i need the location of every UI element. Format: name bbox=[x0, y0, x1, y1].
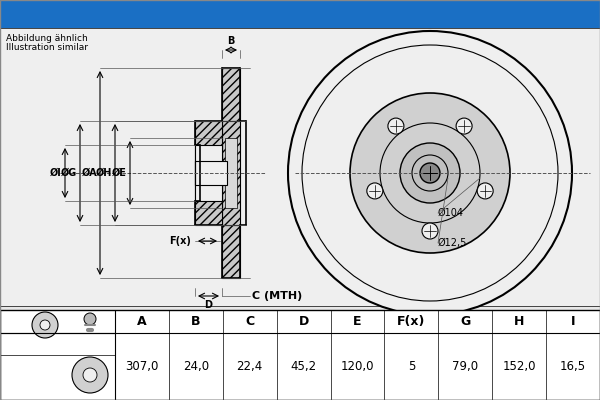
Text: C: C bbox=[245, 315, 254, 328]
Circle shape bbox=[388, 118, 404, 134]
Text: 24,0: 24,0 bbox=[183, 360, 209, 373]
Circle shape bbox=[350, 93, 510, 253]
Text: ØA: ØA bbox=[82, 168, 97, 178]
Text: 22,4: 22,4 bbox=[236, 360, 263, 373]
Circle shape bbox=[32, 312, 58, 338]
Text: A: A bbox=[137, 315, 147, 328]
Bar bbox=[195, 121, 222, 225]
Text: B: B bbox=[191, 315, 200, 328]
Circle shape bbox=[420, 163, 440, 183]
Bar bbox=[195, 161, 227, 185]
Circle shape bbox=[477, 183, 493, 199]
Bar bbox=[222, 225, 240, 278]
Text: I: I bbox=[571, 315, 575, 328]
Circle shape bbox=[422, 223, 438, 239]
Bar bbox=[0, 0, 600, 28]
Text: 424240: 424240 bbox=[354, 5, 426, 23]
Text: 5: 5 bbox=[408, 360, 415, 373]
Text: D: D bbox=[298, 315, 309, 328]
Text: 79,0: 79,0 bbox=[452, 360, 478, 373]
Text: Ø12,5: Ø12,5 bbox=[438, 238, 467, 248]
Text: ØH: ØH bbox=[95, 168, 112, 178]
Text: H: H bbox=[514, 315, 524, 328]
Text: B: B bbox=[227, 36, 235, 46]
Circle shape bbox=[40, 320, 50, 330]
Text: ØE: ØE bbox=[112, 168, 127, 178]
Text: Illustration similar: Illustration similar bbox=[6, 43, 88, 52]
Circle shape bbox=[400, 143, 460, 203]
Circle shape bbox=[456, 118, 472, 134]
Text: G: G bbox=[460, 315, 470, 328]
Text: ØI: ØI bbox=[50, 168, 62, 178]
Text: 45,2: 45,2 bbox=[290, 360, 317, 373]
Bar bbox=[0, 28, 600, 306]
Bar bbox=[222, 68, 240, 121]
Bar bbox=[195, 145, 222, 201]
Circle shape bbox=[84, 313, 96, 325]
Bar bbox=[0, 310, 600, 400]
Bar bbox=[225, 138, 237, 208]
Text: ØG: ØG bbox=[61, 168, 77, 178]
Text: 120,0: 120,0 bbox=[341, 360, 374, 373]
Circle shape bbox=[83, 368, 97, 382]
Text: 16,5: 16,5 bbox=[560, 360, 586, 373]
Text: 152,0: 152,0 bbox=[502, 360, 536, 373]
Circle shape bbox=[367, 183, 383, 199]
Text: 24.0124-0240.1: 24.0124-0240.1 bbox=[118, 5, 272, 23]
Text: E: E bbox=[353, 315, 362, 328]
Text: Ø104: Ø104 bbox=[438, 208, 464, 218]
Text: D: D bbox=[205, 300, 212, 310]
Text: C (MTH): C (MTH) bbox=[252, 291, 302, 301]
Circle shape bbox=[288, 31, 572, 315]
Bar bbox=[222, 121, 240, 225]
Text: F(x): F(x) bbox=[169, 236, 191, 246]
Circle shape bbox=[72, 357, 108, 393]
Text: Abbildung ähnlich: Abbildung ähnlich bbox=[6, 34, 88, 43]
Text: 307,0: 307,0 bbox=[125, 360, 158, 373]
Text: F(x): F(x) bbox=[397, 315, 425, 328]
